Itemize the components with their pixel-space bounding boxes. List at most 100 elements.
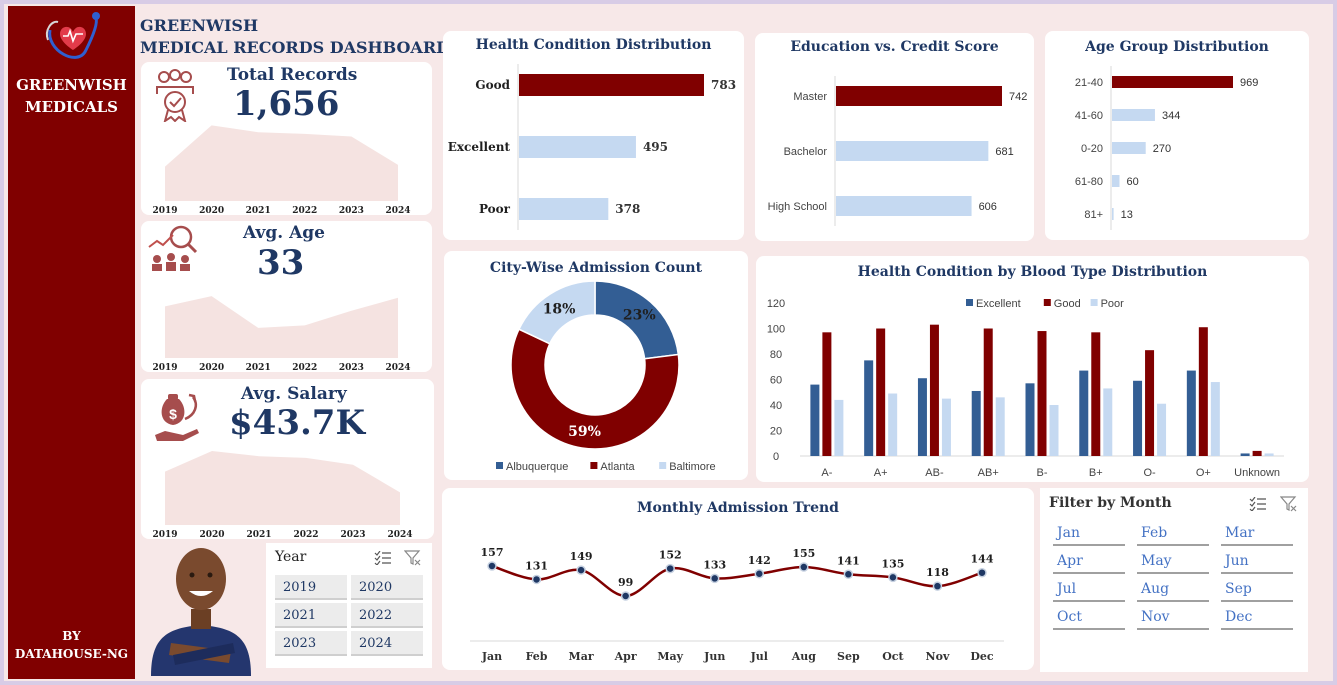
kpi-trend-area: [165, 296, 398, 358]
bar: [1112, 76, 1233, 88]
y-tick-label: 80: [770, 349, 782, 361]
trend-point: [977, 567, 987, 578]
health-condition-card: Health Condition Distribution Good 783 Exc…: [443, 31, 744, 240]
multi-select-icon[interactable]: [1249, 496, 1267, 516]
month-option-apr[interactable]: Apr: [1053, 550, 1125, 574]
legend-label: Poor: [1101, 298, 1125, 310]
month-option-nov[interactable]: Nov: [1137, 606, 1209, 630]
y-tick-label: 60: [770, 375, 782, 387]
kpi-year-label: 2019: [152, 363, 177, 372]
column-bar: [941, 398, 951, 456]
month-option-oct[interactable]: Oct: [1053, 606, 1125, 630]
year-option-2023[interactable]: 2023: [275, 631, 347, 656]
year-option-2019[interactable]: 2019: [275, 575, 347, 600]
column-bar: [864, 360, 874, 456]
column-bar: [1091, 332, 1101, 456]
data-label: 133: [703, 558, 726, 571]
month-option-may[interactable]: May: [1137, 550, 1209, 574]
age-group-title: Age Group Distribution: [1085, 39, 1269, 55]
data-label: 141: [837, 554, 860, 567]
trend-line: [491, 564, 983, 598]
x-tick-label: Mar: [569, 650, 594, 663]
donut-slice: [510, 328, 680, 450]
column-bar: [1049, 405, 1059, 456]
category-label: Good: [475, 78, 510, 92]
y-tick-label: 120: [767, 298, 785, 310]
x-tick-label: Dec: [970, 650, 994, 663]
x-tick-label: B-: [1037, 467, 1048, 479]
month-option-feb[interactable]: Feb: [1137, 522, 1209, 546]
trend-point: [487, 561, 497, 571]
kpi-year-label: 2022: [292, 363, 317, 372]
month-option-jul[interactable]: Jul: [1053, 578, 1125, 602]
legend-label: Good: [1054, 298, 1081, 310]
month-option-jun[interactable]: Jun: [1221, 550, 1293, 574]
education-credit-card: Education vs. Credit Score Master 742 Bach…: [755, 33, 1034, 241]
kpi-year-label: 2023: [340, 530, 365, 539]
x-tick-label: AB-: [925, 467, 944, 479]
x-tick-label: Nov: [926, 650, 950, 663]
month-option-jan[interactable]: Jan: [1053, 522, 1125, 546]
legend-swatch: [1043, 299, 1051, 306]
avg-age-area-chart: 2019 2020 2021 2022 2023 2024: [152, 296, 411, 372]
monthly-trend-title: Monthly Admission Trend: [637, 500, 839, 516]
kpi-card-total-records: Total Records 1,656 2019 2020 2021 2022 2023…: [141, 62, 432, 215]
data-label: 742: [1009, 91, 1027, 103]
total-records-area-chart: 2019 2020 2021 2022 2023 2024: [152, 125, 411, 215]
kpi-year-label: 2024: [385, 363, 410, 372]
category-label: Master: [793, 91, 827, 103]
column-bar: [1157, 403, 1167, 456]
column-bar: [810, 384, 820, 456]
year-option-2024[interactable]: 2024: [351, 631, 423, 656]
year-option-2020[interactable]: 2020: [351, 575, 423, 600]
month-slicer: Filter by Month Jan Feb Mar Apr May Jun Jul Aug…: [1040, 488, 1308, 672]
legend-label: Atlanta: [600, 461, 635, 473]
avg-salary-value: $43.7K: [229, 403, 366, 443]
category-label: 81+: [1084, 209, 1103, 221]
legend-label: Excellent: [976, 298, 1021, 310]
data-label: 606: [979, 201, 997, 213]
bar: [519, 74, 704, 96]
legend-label: Albuquerque: [506, 461, 568, 473]
trend-point: [754, 569, 765, 579]
month-option-aug[interactable]: Aug: [1137, 578, 1209, 602]
category-label: 41-60: [1075, 110, 1103, 122]
data-label: 118: [926, 566, 949, 579]
clear-filter-icon[interactable]: [403, 550, 422, 571]
data-label: 681: [995, 146, 1013, 158]
x-tick-label: O+: [1196, 467, 1211, 479]
data-label: 99: [618, 576, 633, 589]
year-option-2021[interactable]: 2021: [275, 603, 347, 628]
kpi-year-label: 2021: [246, 363, 271, 372]
data-label: 131: [525, 559, 548, 572]
kpi-year-label: 2019: [152, 206, 177, 215]
year-option-2022[interactable]: 2022: [351, 603, 423, 628]
bar: [1112, 175, 1120, 187]
trend-point: [531, 574, 542, 585]
multi-select-icon[interactable]: [374, 550, 392, 570]
bar: [836, 196, 972, 216]
month-option-dec[interactable]: Dec: [1221, 606, 1293, 630]
category-label: Excellent: [448, 140, 511, 154]
trend-point: [620, 591, 631, 601]
column-bar: [971, 390, 981, 456]
monthly-trend-chart: 157 Jan 131 Feb 149 Mar 99 Apr 152 May 133 Jun 142 Ju…: [470, 546, 1004, 663]
data-label: 378: [615, 202, 640, 216]
month-option-mar[interactable]: Mar: [1221, 522, 1293, 546]
y-tick-label: 40: [770, 400, 782, 412]
x-tick-label: Apr: [614, 650, 637, 663]
column-bar: [1240, 453, 1250, 456]
kpi-year-label: 2022: [293, 530, 318, 539]
column-bar: [995, 397, 1005, 456]
kpi-year-label: 2023: [339, 206, 364, 215]
clear-filter-icon[interactable]: [1279, 496, 1298, 517]
kpi-year-label: 2022: [292, 206, 317, 215]
month-option-sep[interactable]: Sep: [1221, 578, 1293, 602]
category-label: Poor: [479, 202, 511, 216]
x-tick-label: B+: [1089, 467, 1103, 479]
kpi-year-label: 2021: [246, 206, 271, 215]
column-bar: [983, 328, 993, 456]
column-bar: [1145, 350, 1155, 456]
x-tick-label: May: [657, 650, 683, 663]
data-label: 270: [1153, 143, 1171, 155]
